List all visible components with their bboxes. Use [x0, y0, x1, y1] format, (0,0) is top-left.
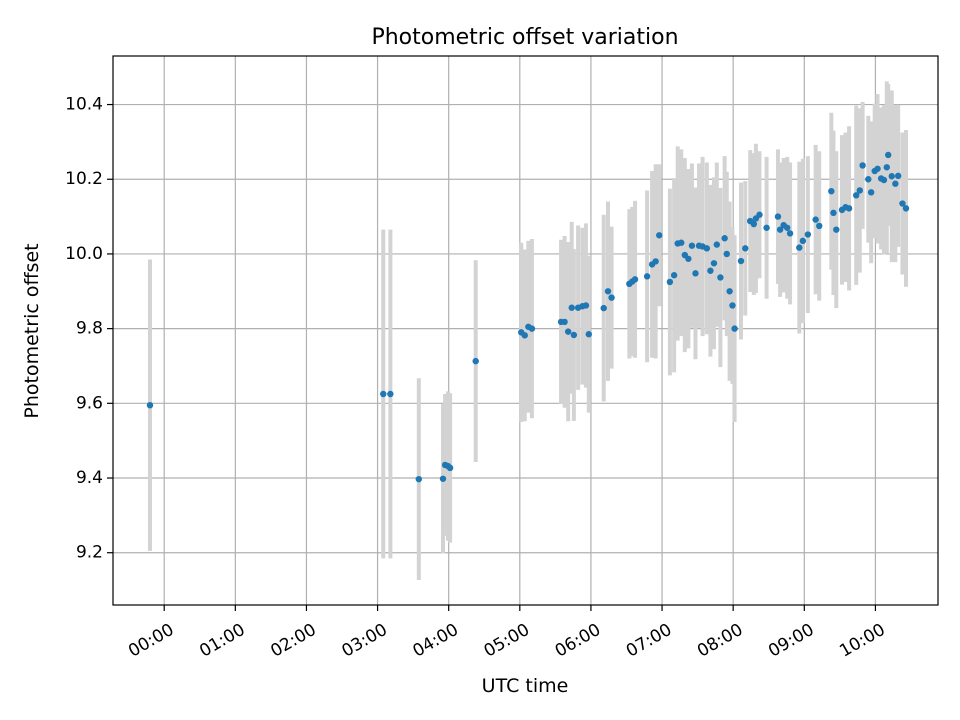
x-tick-label: 03:00	[338, 620, 390, 662]
x-tick-label: 08:00	[694, 620, 746, 662]
data-point	[688, 242, 696, 249]
data-point	[713, 241, 721, 248]
y-tick-label: 9.8	[76, 319, 103, 339]
data-point	[707, 267, 714, 274]
data-point	[899, 200, 906, 207]
data-point	[816, 222, 823, 230]
data-point	[726, 288, 733, 295]
data-point	[685, 255, 692, 262]
data-point	[717, 274, 724, 281]
data-point	[446, 464, 454, 472]
x-axis-label: UTC time	[482, 675, 569, 697]
data-point	[656, 232, 663, 239]
x-tick-label: 05:00	[481, 620, 533, 662]
data-point	[880, 176, 888, 184]
y-tick-label: 9.2	[76, 543, 103, 563]
data-point	[756, 211, 763, 218]
data-point	[885, 151, 892, 159]
data-point	[570, 331, 578, 339]
data-point	[472, 357, 479, 365]
data-point	[692, 270, 699, 277]
data-point	[828, 187, 835, 195]
y-tick-label: 9.6	[76, 393, 103, 413]
data-point	[585, 331, 592, 338]
x-tick-label: 09:00	[765, 620, 817, 662]
x-tick-label: 02:00	[267, 620, 319, 662]
y-tick-label: 10.4	[65, 95, 103, 115]
data-point	[564, 328, 572, 335]
data-point	[888, 173, 895, 180]
x-tick-label: 07:00	[623, 620, 675, 662]
data-point	[796, 244, 803, 251]
data-point	[604, 288, 612, 295]
chart-title: Photometric offset variation	[371, 25, 678, 50]
x-tick-label: 01:00	[196, 620, 248, 662]
errorbar-layer	[147, 81, 908, 580]
data-point	[883, 164, 890, 171]
data-point	[608, 294, 615, 301]
data-point	[799, 237, 807, 245]
data-point	[812, 216, 819, 223]
data-point	[892, 180, 899, 187]
plot-frame	[112, 55, 939, 606]
data-point	[865, 176, 872, 183]
data-point	[874, 165, 881, 172]
y-tick-label: 10.2	[65, 169, 103, 189]
data-point	[380, 390, 387, 398]
data-point	[750, 220, 757, 228]
data-point	[723, 250, 730, 258]
data-point	[742, 245, 749, 252]
x-tick-label: 10:00	[836, 620, 888, 662]
data-point	[774, 213, 782, 220]
data-point	[710, 260, 718, 267]
data-point	[678, 239, 685, 246]
x-tick-label: 04:00	[410, 620, 462, 662]
data-point	[853, 192, 860, 199]
data-point	[731, 325, 738, 332]
data-point	[146, 401, 154, 409]
data-point	[721, 235, 728, 242]
data-point	[387, 390, 394, 398]
data-point	[845, 205, 853, 212]
data-point	[528, 325, 536, 332]
x-tick-label: 06:00	[552, 620, 604, 662]
y-tick-label: 10.0	[65, 244, 103, 264]
data-point	[784, 224, 791, 231]
data-point	[830, 209, 837, 217]
point-layer	[146, 151, 910, 483]
data-point	[666, 278, 674, 286]
data-point	[776, 226, 784, 233]
data-point	[568, 304, 575, 311]
data-point	[867, 189, 875, 196]
y-axis-label: Photometric offset	[21, 243, 43, 418]
data-point	[786, 230, 794, 237]
data-point	[439, 475, 447, 482]
data-point	[631, 276, 639, 283]
data-point	[415, 475, 423, 483]
data-point	[561, 318, 568, 326]
data-point	[856, 187, 863, 194]
data-point	[600, 304, 607, 312]
data-point	[643, 273, 651, 280]
y-tick-label: 9.4	[76, 468, 103, 488]
data-point	[670, 272, 678, 279]
data-point	[902, 205, 910, 212]
data-point	[703, 245, 711, 252]
x-tick-label: 00:00	[125, 620, 177, 662]
data-point	[859, 162, 866, 169]
data-point	[833, 226, 840, 233]
data-point	[894, 172, 902, 180]
data-point	[582, 302, 590, 309]
data-point	[729, 302, 736, 309]
data-point	[737, 257, 745, 265]
data-point	[652, 258, 659, 265]
data-point	[521, 332, 528, 339]
data-point	[763, 224, 770, 231]
data-point	[804, 231, 812, 238]
